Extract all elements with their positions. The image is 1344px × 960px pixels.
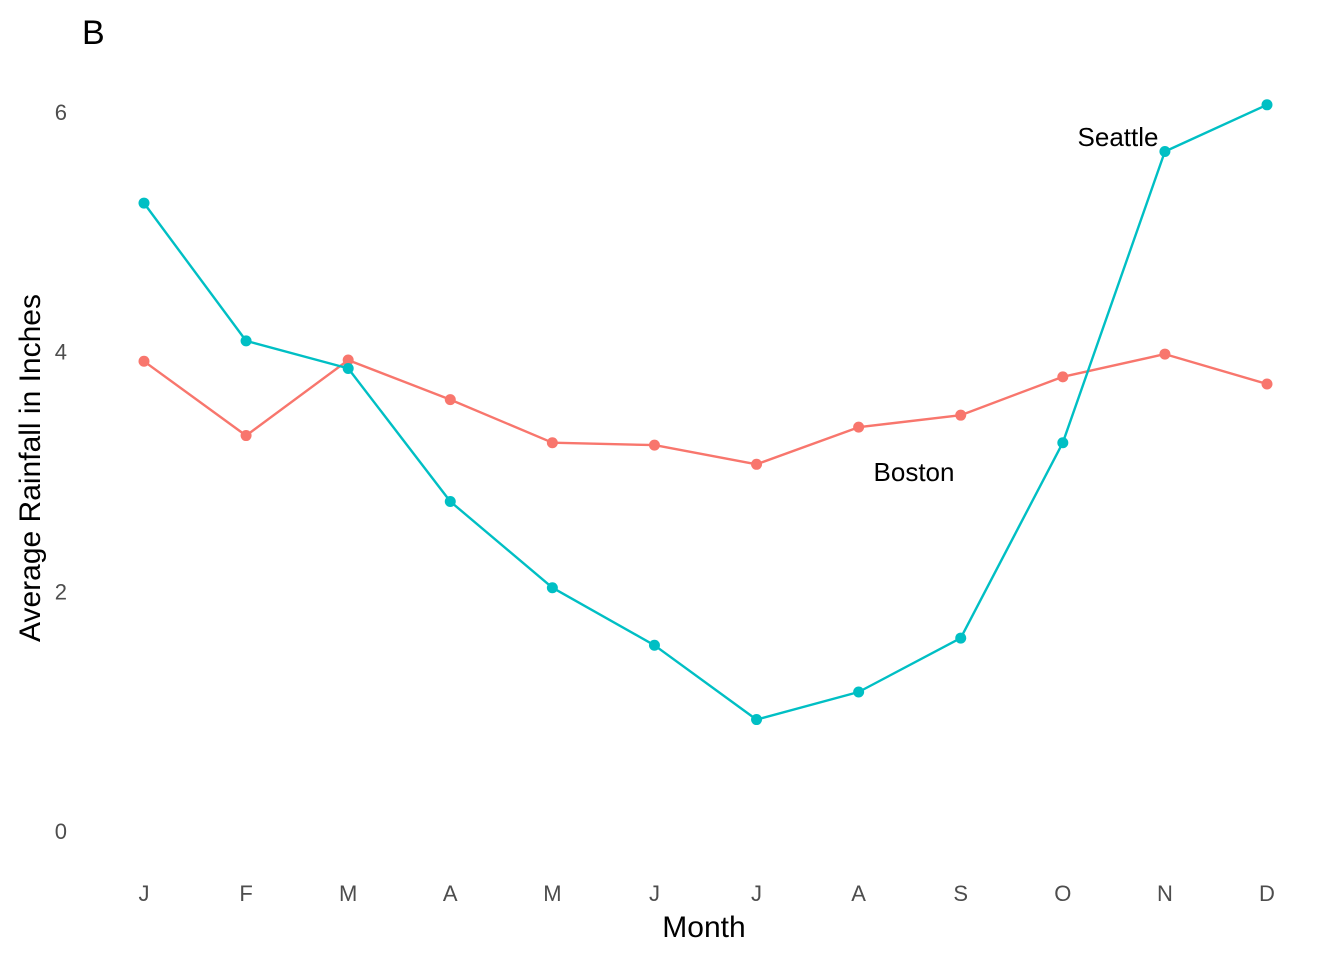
y-tick-label: 4 (55, 340, 67, 365)
x-axis-title: Month (662, 911, 745, 944)
boston-point (955, 409, 967, 421)
x-tick-label: N (1157, 881, 1173, 906)
series-lines (143, 103, 1268, 721)
x-tick-label: F (239, 881, 252, 906)
y-tick-label: 0 (55, 819, 67, 844)
x-tick-label: M (339, 881, 357, 906)
x-tick-label: J (649, 881, 660, 906)
boston-label: Boston (874, 457, 955, 487)
y-axis-ticks: 0 2 4 6 (55, 100, 67, 844)
boston-point (648, 439, 660, 451)
y-tick-label: 6 (55, 100, 67, 125)
boston-point (342, 354, 354, 366)
seattle-point (955, 632, 967, 644)
seattle-point (444, 495, 456, 507)
seattle-point (240, 335, 252, 347)
boston-point (138, 355, 150, 367)
boston-point (444, 394, 456, 406)
seattle-point (1261, 99, 1273, 111)
boston-point (1159, 348, 1171, 360)
x-tick-label: O (1054, 881, 1071, 906)
series-points (138, 99, 1273, 726)
seattle-line (143, 103, 1268, 721)
seattle-point (1057, 437, 1069, 449)
seattle-point (853, 686, 865, 698)
series-labels: Boston Seattle (874, 122, 1159, 487)
x-tick-label: A (851, 881, 866, 906)
y-axis-title: Average Rainfall in Inches (14, 294, 47, 642)
boston-point (751, 458, 763, 470)
x-tick-label: S (953, 881, 968, 906)
boston-point (853, 421, 865, 433)
seattle-label: Seattle (1078, 122, 1159, 152)
seattle-point (138, 197, 150, 209)
boston-point (1261, 378, 1273, 390)
panel-tag: B (82, 14, 105, 52)
boston-point (546, 437, 558, 449)
x-tick-label: A (443, 881, 458, 906)
x-tick-label: J (751, 881, 762, 906)
x-tick-label: M (543, 881, 561, 906)
boston-line (143, 352, 1268, 466)
seattle-point (342, 362, 354, 374)
x-tick-label: D (1259, 881, 1275, 906)
seattle-point (546, 582, 558, 594)
x-tick-label: J (139, 881, 150, 906)
seattle-point (751, 714, 763, 726)
y-tick-label: 2 (55, 579, 67, 604)
seattle-point (648, 639, 660, 651)
boston-point (1057, 371, 1069, 383)
boston-point (240, 430, 252, 442)
seattle-point (1159, 146, 1171, 158)
